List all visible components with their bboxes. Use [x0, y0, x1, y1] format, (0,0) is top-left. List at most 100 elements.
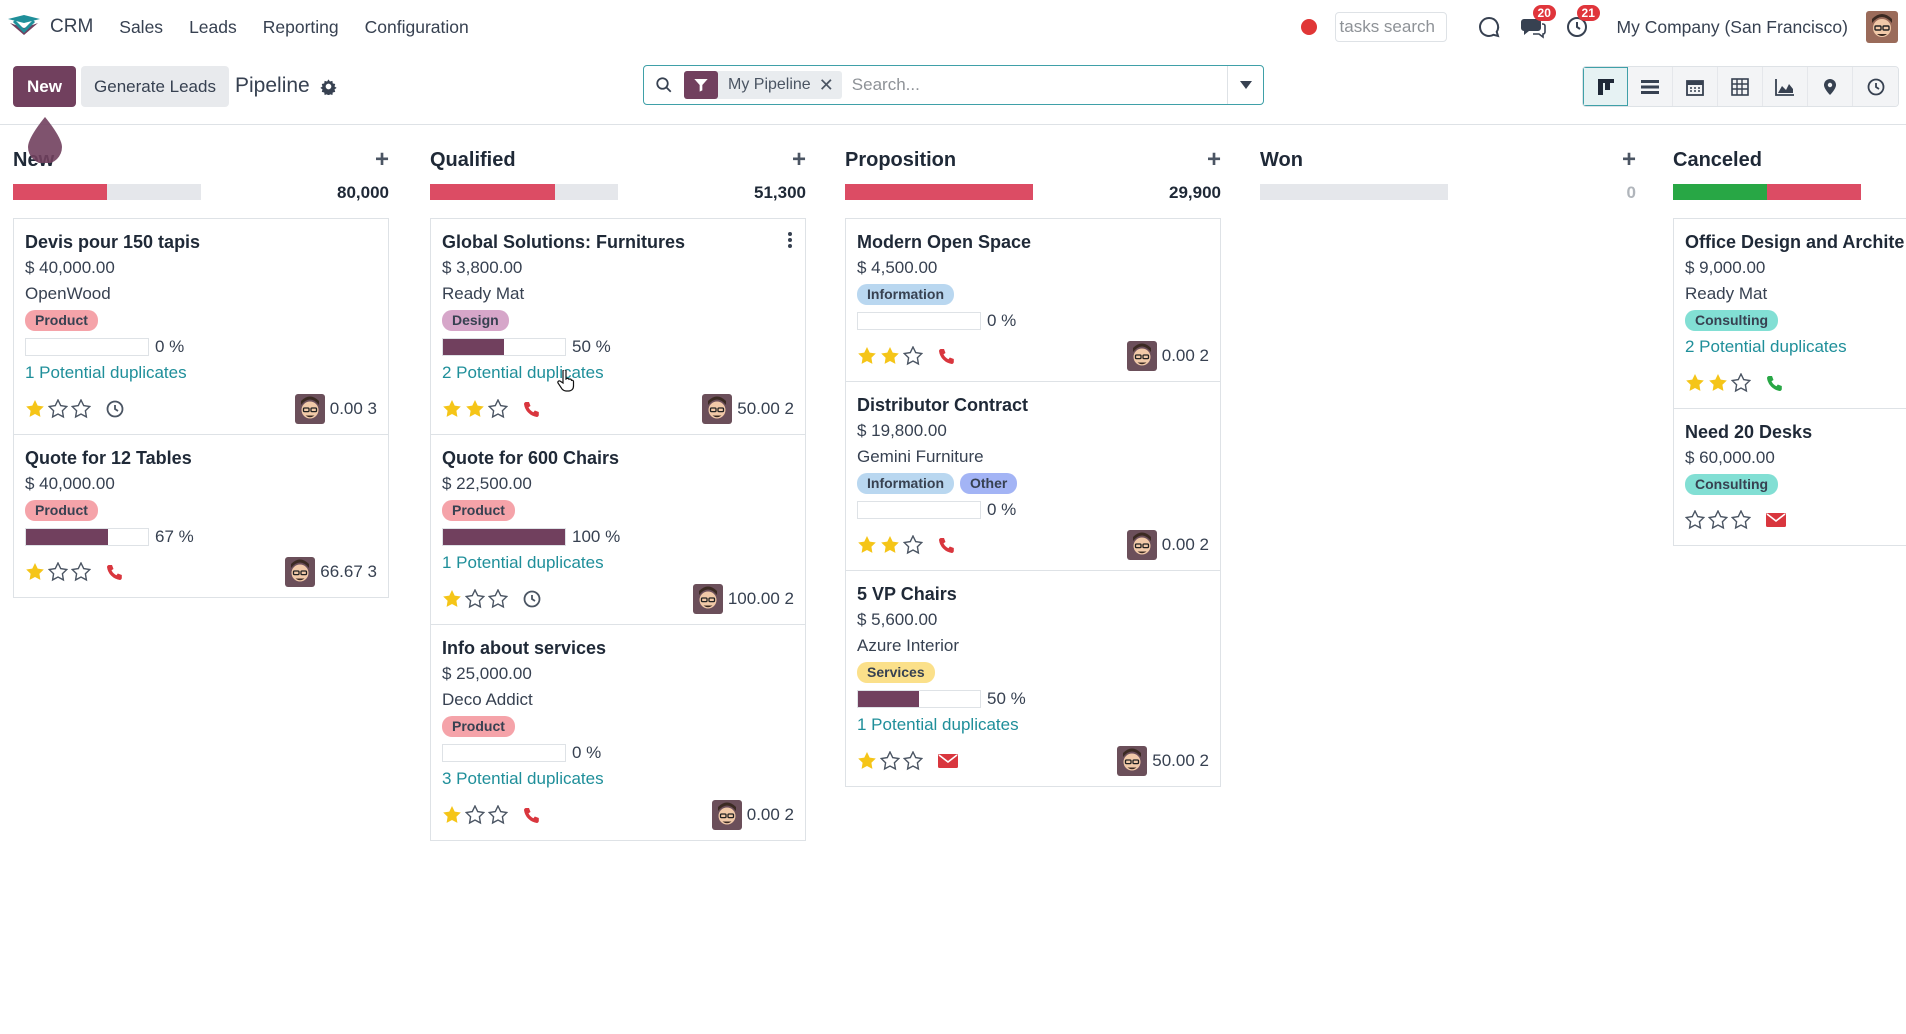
star-empty-icon[interactable] [1731, 373, 1751, 393]
progress-segment[interactable] [13, 184, 107, 200]
menu-configuration[interactable]: Configuration [364, 16, 469, 37]
star-empty-icon[interactable] [903, 535, 923, 555]
kanban-view-button[interactable] [1583, 67, 1628, 106]
star-empty-icon[interactable] [48, 562, 68, 582]
lead-card[interactable]: Info about services $ 25,000.00 Deco Addic… [431, 625, 805, 840]
star-filled-icon[interactable] [442, 589, 462, 609]
lead-card[interactable]: Devis pour 150 tapis $ 40,000.00 OpenWood P… [14, 219, 388, 435]
star-empty-icon[interactable] [465, 805, 485, 825]
quick-create-plus-icon[interactable]: + [1206, 146, 1221, 173]
progress-segment[interactable] [1767, 184, 1861, 200]
phone-icon[interactable] [937, 536, 955, 554]
quick-create-plus-icon[interactable]: + [791, 146, 806, 173]
progress-segment[interactable] [1673, 184, 1767, 200]
envelope-icon[interactable] [937, 751, 959, 771]
column-title[interactable]: Proposition [845, 149, 957, 171]
column-progress-bar[interactable] [13, 184, 201, 200]
lead-card[interactable]: Global Solutions: Furnitures $ 3,800.00 Re… [431, 219, 805, 435]
salesperson-avatar[interactable] [692, 584, 723, 614]
clock-icon[interactable] [522, 589, 542, 609]
star-empty-icon[interactable] [71, 562, 91, 582]
phone-icon[interactable] [522, 806, 540, 824]
discuss-icon[interactable] [1475, 13, 1503, 41]
star-empty-icon[interactable] [1731, 510, 1751, 530]
lead-card[interactable]: Quote for 12 Tables $ 40,000.00 Product 67 … [14, 435, 388, 597]
quick-create-plus-icon[interactable]: + [1621, 146, 1636, 173]
lead-card[interactable]: Quote for 600 Chairs $ 22,500.00 Product 10… [431, 435, 805, 625]
star-filled-icon[interactable] [465, 399, 485, 419]
star-empty-icon[interactable] [71, 399, 91, 419]
star-filled-icon[interactable] [857, 535, 877, 555]
star-filled-icon[interactable] [880, 346, 900, 366]
tasks-search-input[interactable]: tasks search [1334, 12, 1447, 42]
star-filled-icon[interactable] [857, 751, 877, 771]
lead-card[interactable]: Distributor Contract $ 19,800.00 Gemini Fu… [846, 382, 1220, 571]
lead-card[interactable]: 5 VP Chairs $ 5,600.00 Azure Interior Servi… [846, 571, 1220, 786]
star-empty-icon[interactable] [880, 751, 900, 771]
star-filled-icon[interactable] [25, 562, 45, 582]
potential-duplicates-link[interactable]: 3 Potential duplicates [442, 769, 604, 788]
phone-icon[interactable] [937, 347, 955, 365]
menu-leads[interactable]: Leads [189, 16, 237, 37]
potential-duplicates-link[interactable]: 1 Potential duplicates [442, 553, 604, 572]
phone-icon[interactable] [105, 563, 123, 581]
column-title[interactable]: Qualified [430, 149, 516, 171]
lead-card[interactable]: Modern Open Space $ 4,500.00 Information 0 … [846, 219, 1220, 382]
menu-reporting[interactable]: Reporting [262, 16, 339, 37]
quick-create-plus-icon[interactable]: + [374, 146, 389, 173]
recording-dot-icon[interactable] [1300, 19, 1317, 35]
card-menu-dots-icon[interactable] [787, 231, 793, 249]
search-icon[interactable] [644, 76, 684, 94]
star-empty-icon[interactable] [1708, 510, 1728, 530]
search-input[interactable]: Search... [851, 75, 920, 94]
list-view-button[interactable] [1628, 67, 1673, 106]
company-switcher[interactable]: My Company (San Francisco) [1616, 16, 1848, 37]
phone-icon[interactable] [522, 400, 540, 418]
user-avatar[interactable] [1866, 11, 1898, 43]
activities-clock-icon[interactable]: 21 [1563, 5, 1600, 41]
activity-view-button[interactable] [1853, 67, 1898, 106]
lead-card[interactable]: Need 20 Desks $ 60,000.00 Consulting [1674, 409, 1906, 545]
gear-icon[interactable] [320, 78, 337, 95]
column-title[interactable]: Won [1260, 149, 1303, 171]
messages-icon[interactable]: 20 [1519, 5, 1556, 41]
star-filled-icon[interactable] [1685, 373, 1705, 393]
clock-icon[interactable] [105, 399, 125, 419]
star-filled-icon[interactable] [880, 535, 900, 555]
phone-green-icon[interactable] [1765, 374, 1783, 392]
column-progress-bar[interactable] [1673, 184, 1861, 200]
salesperson-avatar[interactable] [294, 394, 325, 424]
column-progress-bar[interactable] [1260, 184, 1448, 200]
column-progress-bar[interactable] [430, 184, 618, 200]
salesperson-avatar[interactable] [1126, 530, 1157, 560]
star-empty-icon[interactable] [488, 805, 508, 825]
potential-duplicates-link[interactable]: 2 Potential duplicates [442, 363, 604, 382]
app-brand[interactable]: CRM [8, 0, 93, 54]
facet-remove-icon[interactable]: ✕ [818, 74, 834, 95]
graph-view-button[interactable] [1763, 67, 1808, 106]
star-empty-icon[interactable] [903, 751, 923, 771]
map-view-button[interactable] [1808, 67, 1853, 106]
salesperson-avatar[interactable] [702, 394, 733, 424]
potential-duplicates-link[interactable]: 1 Potential duplicates [25, 363, 187, 382]
star-filled-icon[interactable] [442, 399, 462, 419]
column-progress-bar[interactable] [845, 184, 1033, 200]
star-filled-icon[interactable] [25, 399, 45, 419]
salesperson-avatar[interactable] [1126, 341, 1157, 371]
star-empty-icon[interactable] [488, 399, 508, 419]
star-filled-icon[interactable] [1708, 373, 1728, 393]
star-empty-icon[interactable] [48, 399, 68, 419]
star-empty-icon[interactable] [1685, 510, 1705, 530]
star-empty-icon[interactable] [488, 589, 508, 609]
generate-leads-button[interactable]: Generate Leads [81, 66, 229, 107]
star-empty-icon[interactable] [465, 589, 485, 609]
progress-segment[interactable] [430, 184, 555, 200]
search-options-toggle[interactable] [1227, 66, 1263, 104]
potential-duplicates-link[interactable]: 1 Potential duplicates [857, 715, 1019, 734]
progress-segment[interactable] [845, 184, 1033, 200]
pivot-view-button[interactable] [1718, 67, 1763, 106]
calendar-view-button[interactable] [1673, 67, 1718, 106]
envelope-icon[interactable] [1765, 510, 1787, 530]
star-empty-icon[interactable] [903, 346, 923, 366]
lead-card[interactable]: Office Design and Archite $ 9,000.00 Ready… [1674, 219, 1906, 409]
